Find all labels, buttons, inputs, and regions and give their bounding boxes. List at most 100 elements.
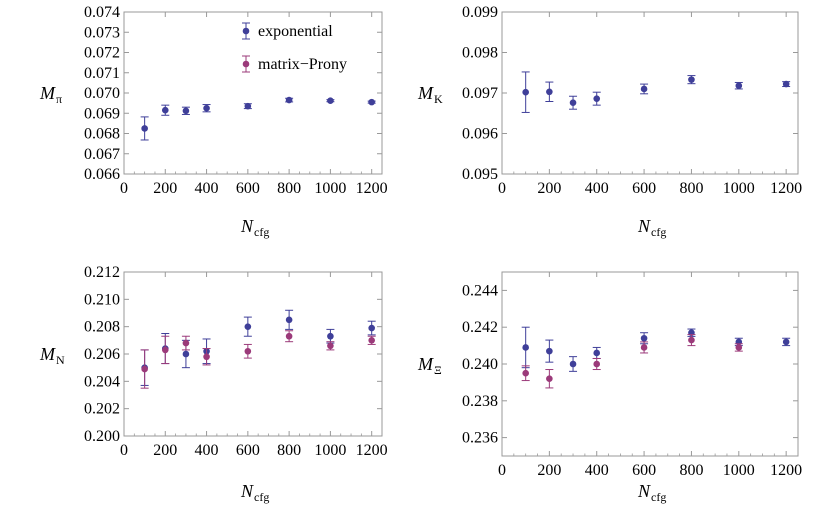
y-tick-label: 0.210 xyxy=(84,291,120,308)
x-tick-label: 600 xyxy=(632,462,656,479)
x-tick-label: 1200 xyxy=(770,180,802,197)
plot-frame xyxy=(501,271,799,457)
data-point xyxy=(182,107,190,115)
x-tick-label: 200 xyxy=(153,180,177,197)
x-axis-title: Ncfg xyxy=(240,481,269,504)
plot-frame xyxy=(123,271,383,437)
x-tick-label: 600 xyxy=(632,180,656,197)
x-axis-title: Ncfg xyxy=(637,216,666,239)
x-axis-title: Ncfg xyxy=(637,481,666,504)
legend-marker xyxy=(242,27,250,35)
data-point xyxy=(546,88,553,96)
x-tick-label: 400 xyxy=(195,180,219,197)
y-tick-label: 0.070 xyxy=(84,85,120,102)
chart-panel-top-right: 0 200 400 600 800 1000 1200 0.095 0.096 0.097 0.09… xyxy=(417,4,802,239)
data-point xyxy=(569,360,577,368)
legend-label: exponential xyxy=(258,23,333,40)
y-axis-title: MK xyxy=(417,83,443,106)
y-tick-label: 0.208 xyxy=(84,319,120,336)
y-tick-label: 0.238 xyxy=(462,393,498,410)
y-tick-label: 0.206 xyxy=(84,346,120,363)
data-point xyxy=(782,80,790,88)
y-tick-label: 0.099 xyxy=(462,4,498,21)
data-point xyxy=(569,99,577,107)
x-tick-label: 400 xyxy=(585,462,609,479)
x-tick-label: 0 xyxy=(120,180,128,197)
data-point xyxy=(593,349,601,357)
x-tick-label: 0 xyxy=(498,180,506,197)
plot-frame xyxy=(123,11,383,175)
x-tick-label: 400 xyxy=(585,180,609,197)
data-point xyxy=(161,346,169,354)
y-tick-label: 0.202 xyxy=(84,401,120,418)
data-point xyxy=(522,88,529,96)
data-point xyxy=(688,336,695,344)
y-tick-label: 0.240 xyxy=(462,356,498,373)
data-point xyxy=(368,98,375,106)
data-point xyxy=(203,104,210,112)
series-matrix_prony xyxy=(140,330,376,389)
data-point xyxy=(522,344,529,351)
y-tick-label: 0.073 xyxy=(84,24,120,41)
y-tick-label: 0.212 xyxy=(84,264,120,281)
data-point xyxy=(285,332,293,340)
data-point xyxy=(782,338,790,346)
x-tick-label: 1000 xyxy=(314,442,346,459)
data-point xyxy=(244,102,252,110)
y-tick-label: 0.096 xyxy=(462,126,498,143)
series-exponential xyxy=(140,96,376,141)
data-point xyxy=(182,339,190,347)
data-point xyxy=(244,323,252,330)
data-point xyxy=(285,96,293,104)
y-tick-label: 0.069 xyxy=(84,105,120,122)
y-tick-label: 0.074 xyxy=(84,4,120,21)
y-tick-label: 0.097 xyxy=(462,85,498,102)
data-point xyxy=(640,344,648,351)
data-point xyxy=(141,365,148,373)
y-tick-label: 0.095 xyxy=(462,166,498,183)
data-point xyxy=(327,97,334,104)
data-point xyxy=(285,316,293,324)
y-tick-label: 0.098 xyxy=(462,45,498,62)
legend-label: matrix−Prony xyxy=(258,56,347,73)
legend: exponential matrix−Prony xyxy=(242,22,347,73)
x-tick-label: 1200 xyxy=(356,180,388,197)
y-tick-label: 0.236 xyxy=(462,430,498,447)
data-point xyxy=(640,85,648,93)
x-tick-label: 1000 xyxy=(723,462,755,479)
y-tick-label: 0.244 xyxy=(462,282,498,299)
data-point xyxy=(735,82,743,90)
x-tick-label: 0 xyxy=(498,462,506,479)
x-tick-label: 600 xyxy=(236,180,260,197)
series-exponential xyxy=(140,309,376,386)
data-point xyxy=(141,125,148,132)
data-point xyxy=(244,347,252,355)
chart-panel-bottom-right: 0 200 400 600 800 1000 1200 0.236 0.238 0.240 0.24… xyxy=(417,271,802,504)
x-tick-label: 1000 xyxy=(723,180,755,197)
data-point xyxy=(546,347,553,355)
y-tick-label: 0.242 xyxy=(462,319,498,336)
data-point xyxy=(368,337,375,344)
data-point xyxy=(161,106,169,114)
y-tick-label: 0.204 xyxy=(84,373,120,390)
data-point xyxy=(327,332,334,340)
data-point xyxy=(593,360,601,368)
x-tick-label: 200 xyxy=(537,180,561,197)
y-tick-label: 0.071 xyxy=(84,65,120,82)
x-tick-label: 800 xyxy=(277,442,301,459)
chart-panel-top-left: 0 200 400 600 800 1000 1200 0.066 0.067 0.068 0.06… xyxy=(39,4,388,239)
x-tick-label: 1200 xyxy=(770,462,802,479)
y-axis-title: Mπ xyxy=(39,83,62,106)
x-tick-label: 600 xyxy=(236,442,260,459)
data-point xyxy=(593,95,601,102)
data-point xyxy=(522,369,529,377)
data-point xyxy=(735,344,743,351)
y-axis-title: MN xyxy=(39,344,65,367)
x-tick-label: 800 xyxy=(679,462,703,479)
series-exponential xyxy=(521,71,791,113)
chart-panel-bottom-left: 0 200 400 600 800 1000 1200 0.200 0.202 0.204 0.20… xyxy=(39,264,388,504)
x-axis-title: Ncfg xyxy=(240,216,269,239)
x-tick-label: 400 xyxy=(195,442,219,459)
x-tick-label: 200 xyxy=(537,462,561,479)
